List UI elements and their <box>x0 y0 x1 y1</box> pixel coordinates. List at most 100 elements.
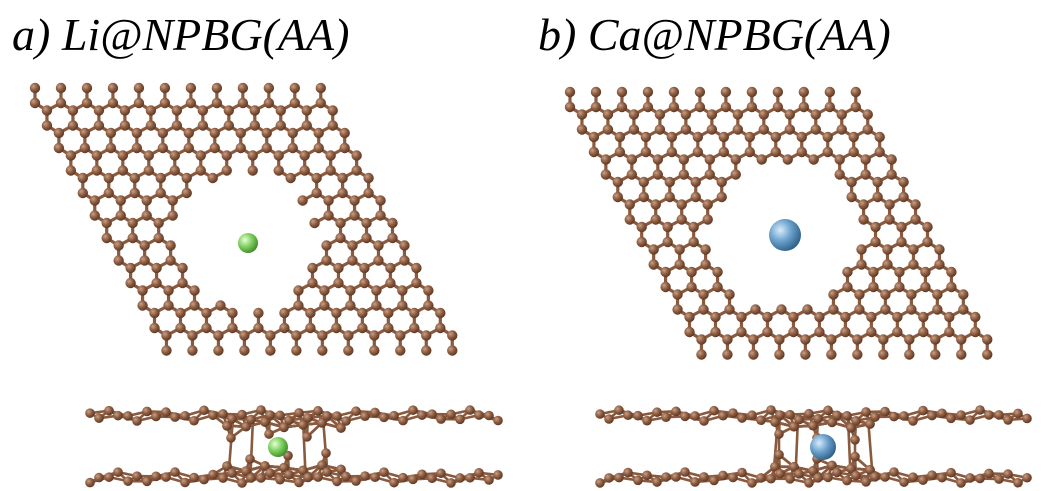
structures <box>30 83 1032 488</box>
atom <box>210 128 220 138</box>
atom <box>116 210 126 220</box>
atom <box>868 267 878 277</box>
atom <box>702 214 712 224</box>
atom <box>227 468 237 478</box>
atom <box>958 304 968 314</box>
atom <box>799 102 809 112</box>
atom <box>946 468 956 478</box>
atom <box>218 409 228 419</box>
atom <box>369 345 379 355</box>
atom <box>922 237 932 247</box>
atom <box>239 330 249 340</box>
atom <box>613 177 623 187</box>
atom <box>639 192 649 202</box>
atom <box>284 470 294 480</box>
atom <box>316 98 326 108</box>
atom <box>248 150 258 160</box>
atom <box>291 345 301 355</box>
atom <box>273 150 283 160</box>
atom <box>899 411 909 421</box>
atom <box>139 255 149 265</box>
atom <box>625 214 635 224</box>
atom <box>858 214 868 224</box>
atom <box>161 330 171 340</box>
atom <box>262 128 272 138</box>
atom <box>719 132 729 142</box>
atom <box>693 132 703 142</box>
atom <box>182 188 192 198</box>
atom <box>811 109 821 119</box>
atom <box>896 222 906 232</box>
atom <box>737 413 747 423</box>
atom <box>788 312 798 322</box>
atom <box>874 132 884 142</box>
atom <box>794 469 804 479</box>
atom <box>68 105 78 115</box>
atom <box>335 218 345 228</box>
atom <box>870 237 880 247</box>
atom <box>383 308 393 318</box>
atom <box>601 169 611 179</box>
atom <box>322 411 332 421</box>
atom <box>369 330 379 340</box>
atom <box>339 143 349 153</box>
atom <box>208 173 218 183</box>
atom <box>908 244 918 254</box>
atom <box>78 188 88 198</box>
atom <box>311 188 321 198</box>
atom <box>236 143 246 153</box>
atom <box>930 349 940 359</box>
atom <box>813 473 823 483</box>
atom <box>238 83 248 93</box>
atom <box>474 468 484 478</box>
atom <box>783 154 793 164</box>
atom <box>691 192 701 202</box>
atom <box>293 285 303 295</box>
atom <box>250 120 260 130</box>
atom <box>170 412 180 422</box>
atom <box>851 416 861 426</box>
atom <box>265 468 275 478</box>
atom <box>104 173 114 183</box>
atom <box>814 327 824 337</box>
atom <box>347 240 357 250</box>
atom <box>641 132 651 142</box>
atom <box>643 87 653 97</box>
atom <box>142 210 152 220</box>
atom <box>930 334 940 344</box>
atom <box>351 165 361 175</box>
atom <box>313 472 323 482</box>
atom <box>385 263 395 273</box>
atom <box>151 263 161 273</box>
atom <box>775 410 785 420</box>
atom <box>918 475 928 485</box>
atom <box>747 478 757 488</box>
atom <box>662 237 672 247</box>
atom <box>717 192 727 202</box>
atom <box>399 240 409 250</box>
atom <box>323 195 333 205</box>
atom <box>944 327 954 337</box>
ion <box>268 437 288 457</box>
atom <box>886 169 896 179</box>
atom <box>177 263 187 273</box>
atom <box>80 143 90 153</box>
atom <box>137 300 147 310</box>
atom <box>965 473 975 483</box>
atom <box>927 411 937 421</box>
atom <box>170 165 180 175</box>
atom <box>671 472 681 482</box>
atom <box>674 259 684 269</box>
atom <box>834 169 844 179</box>
atom <box>224 120 234 130</box>
atom <box>846 177 856 187</box>
atom <box>161 345 171 355</box>
atom <box>180 411 190 421</box>
atom <box>436 414 446 424</box>
atom <box>212 98 222 108</box>
atom <box>737 468 747 478</box>
atom <box>785 109 795 119</box>
atom <box>653 169 663 179</box>
atom <box>198 120 208 130</box>
ion <box>238 233 258 253</box>
